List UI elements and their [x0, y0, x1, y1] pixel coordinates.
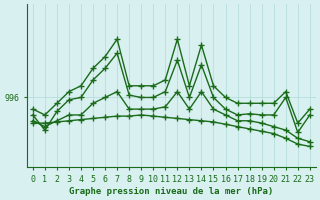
X-axis label: Graphe pression niveau de la mer (hPa): Graphe pression niveau de la mer (hPa): [69, 187, 274, 196]
